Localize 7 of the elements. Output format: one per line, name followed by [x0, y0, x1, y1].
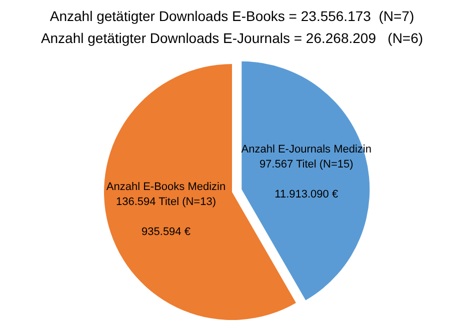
slice-label: Anzahl E-Books Medizin	[106, 180, 226, 193]
data-label: 136.594 Titel (N=13)	[116, 196, 216, 208]
chart-subtitle: Anzahl getätigter Downloads E-Journals = 26.268.209 (N=6)	[40, 30, 424, 46]
data-label: 97.567 Titel (N=15)	[259, 158, 354, 171]
text: 935.594 €	[142, 226, 190, 238]
chart-title: Anzahl getätigter Downloads E-Books = 23.556.173 (N=7)	[50, 8, 414, 24]
text: 11.913.090 €	[274, 188, 338, 201]
